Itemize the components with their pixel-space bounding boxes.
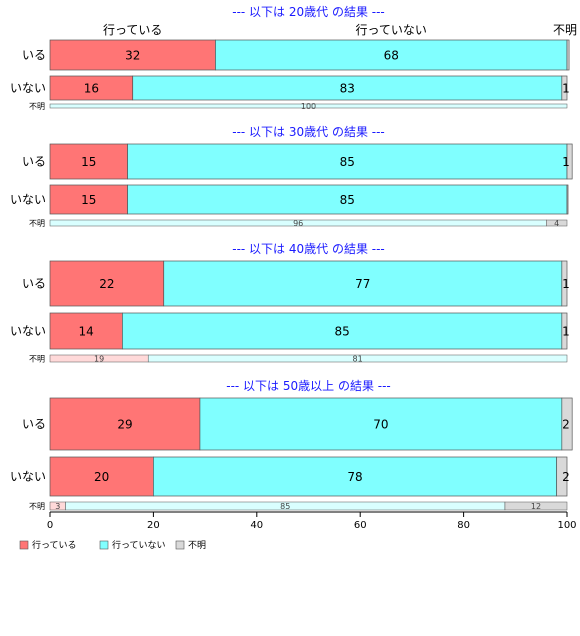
data-label: 85	[340, 193, 355, 207]
bar-segment	[49, 75, 134, 101]
bar-segment	[566, 184, 569, 215]
bar-segment	[49, 312, 123, 350]
row-label: いる	[22, 48, 46, 62]
section-title: --- 以下は 40歳代 の結果 ---	[232, 242, 385, 256]
data-label: 85	[340, 155, 355, 169]
bar-segment	[49, 103, 568, 109]
legend-swatch	[99, 540, 109, 550]
data-label: 1	[562, 325, 570, 339]
bar-segment	[49, 260, 165, 307]
data-label: 19	[94, 355, 104, 364]
bar-segment	[561, 397, 573, 451]
legend-entry: 行っていない	[112, 539, 166, 551]
section-title: --- 以下は 50歳以上 の結果 ---	[226, 379, 391, 393]
row-label: いない	[10, 470, 46, 484]
row-label: いない	[10, 193, 46, 207]
bar-segment	[163, 260, 563, 307]
data-label: 77	[355, 277, 370, 291]
data-label: 83	[340, 82, 355, 96]
data-label: 4	[554, 219, 559, 228]
response-header-label: 行っている	[103, 23, 162, 37]
data-label: 12	[531, 502, 541, 511]
data-label: 29	[117, 418, 132, 432]
x-tick-label: 100	[557, 520, 576, 531]
bar-segment	[215, 39, 568, 71]
data-label: 1	[562, 277, 570, 291]
legend-swatch	[175, 540, 185, 550]
data-label: 32	[125, 49, 140, 63]
row-label: 不明	[29, 219, 45, 228]
bar-segment	[49, 397, 201, 451]
data-label: 14	[79, 325, 94, 339]
x-tick-label: 0	[47, 520, 53, 531]
bar-segment	[561, 312, 568, 350]
x-tick-label: 80	[457, 520, 470, 531]
bar-segment	[122, 312, 563, 350]
bar-segment	[127, 143, 568, 180]
bar-segment	[147, 354, 568, 363]
data-label: 3	[55, 502, 60, 511]
row-label: 不明	[29, 502, 45, 511]
data-label: 85	[280, 502, 290, 511]
data-label: 1	[562, 82, 570, 96]
data-label: 70	[373, 418, 388, 432]
legend-entry: 行っている	[32, 539, 77, 551]
x-tick-label: 60	[354, 520, 367, 531]
bar-segment	[132, 75, 563, 101]
section-title: --- 以下は 20歳代 の結果 ---	[232, 5, 385, 19]
data-label: 81	[353, 355, 363, 364]
bar-segment	[49, 143, 128, 180]
legend-swatch	[19, 540, 29, 550]
data-label: 20	[94, 470, 109, 484]
x-tick-label: 40	[250, 520, 263, 531]
data-label: 15	[81, 155, 96, 169]
row-label: いない	[10, 81, 46, 95]
bar-segment	[561, 75, 568, 101]
data-label: 22	[99, 277, 114, 291]
response-header-label: 行っていない	[356, 23, 427, 37]
response-header-label: 不明	[553, 23, 577, 37]
bar-segment	[153, 456, 558, 497]
data-label: 16	[84, 82, 99, 96]
data-label: 85	[334, 325, 349, 339]
data-label: 96	[293, 219, 303, 228]
bar-segment	[49, 456, 154, 497]
bar-segment	[566, 143, 573, 180]
x-tick-label: 20	[147, 520, 160, 531]
data-label: 2	[562, 470, 570, 484]
bar-segment	[49, 184, 128, 215]
bar-segment	[566, 39, 570, 71]
legend-entry: 不明	[188, 540, 206, 551]
row-label: いる	[22, 277, 46, 291]
bar-segment	[561, 260, 568, 307]
bar-segment	[504, 501, 568, 511]
data-label: 68	[384, 49, 399, 63]
section-title: --- 以下は 30歳代 の結果 ---	[232, 125, 385, 139]
bar-segment	[546, 219, 568, 227]
row-label: いる	[22, 155, 46, 169]
bar-segment	[49, 39, 216, 71]
bar-segment	[556, 456, 568, 497]
row-label: いる	[22, 417, 46, 431]
row-label: 不明	[29, 355, 45, 364]
row-label: 不明	[29, 102, 45, 111]
data-label: 1	[562, 155, 570, 169]
bar-segment	[199, 397, 563, 451]
data-label: 15	[81, 193, 96, 207]
data-label: 78	[347, 470, 362, 484]
data-label: 100	[301, 102, 316, 111]
row-label: いない	[10, 324, 46, 338]
data-label: 2	[562, 418, 570, 432]
